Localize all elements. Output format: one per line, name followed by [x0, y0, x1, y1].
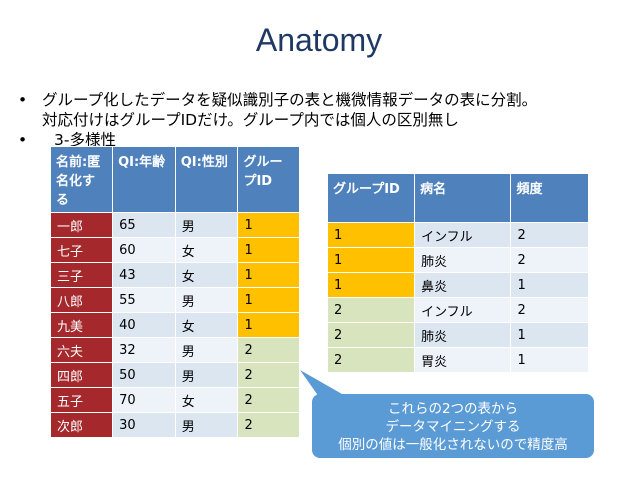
cell-age: 40 [112, 312, 176, 338]
cell-age: 70 [112, 387, 176, 413]
header-group-id: グループID [326, 173, 416, 223]
cell-group-id: 2 [237, 362, 300, 388]
callout-line: データマイニングする [385, 419, 521, 435]
cell-age: 50 [112, 362, 176, 388]
table-header-row: 名前:匿名化する QI:年齢 QI:性別 グループID [49, 146, 300, 213]
table-row: 五子 70 女 2 [49, 387, 300, 413]
table-row: 2 肺炎 1 [326, 322, 589, 348]
cell-name: 七子 [49, 237, 114, 263]
cell-disease: インフル [414, 222, 512, 248]
cell-gender: 男 [174, 212, 239, 238]
cell-group-id: 1 [237, 287, 300, 313]
bullet-item: • グループ化したデータを疑似識別子の表と機微情報データの表に分割。 [18, 90, 628, 110]
bullet-text: グループ化したデータを疑似識別子の表と機微情報データの表に分割。 [42, 91, 538, 109]
bullet-text: 3-多様性 [54, 131, 116, 149]
quasi-identifier-table: 名前:匿名化する QI:年齢 QI:性別 グループID 一郎 65 男 1 七子 60 女 1… [49, 146, 300, 438]
bullet-list: • グループ化したデータを疑似識別子の表と機微情報データの表に分割。 対応付けは… [18, 90, 628, 150]
cell-gender: 女 [174, 237, 239, 263]
table-row: 1 インフル 2 [326, 222, 589, 248]
cell-group-id: 2 [237, 337, 300, 363]
cell-gender: 男 [174, 287, 239, 313]
cell-name: 一郎 [49, 212, 114, 238]
cell-frequency: 1 [510, 322, 589, 348]
cell-name: 次郎 [49, 412, 114, 438]
cell-name: 三子 [49, 262, 114, 288]
bullet-dot-icon: • [18, 91, 28, 109]
cell-frequency: 1 [510, 272, 589, 298]
cell-group-id: 2 [237, 412, 300, 438]
slide-title: Anatomy [255, 22, 383, 58]
cell-disease: 肺炎 [414, 247, 512, 273]
cell-frequency: 1 [510, 347, 589, 373]
cell-name: 八郎 [49, 287, 114, 313]
cell-gender: 男 [174, 362, 239, 388]
cell-disease: 鼻炎 [414, 272, 512, 298]
cell-group-id: 2 [326, 297, 416, 323]
cell-group-id: 2 [237, 387, 300, 413]
cell-name: 五子 [49, 387, 114, 413]
header-frequency: 頻度 [510, 173, 589, 223]
header-disease: 病名 [414, 173, 512, 223]
bullet-continuation: 対応付けはグループIDだけ。グループ内では個人の区別無し [42, 111, 459, 129]
header-age: QI:年齢 [112, 146, 176, 213]
header-group-id: グループID [237, 146, 300, 213]
table-row: 九美 40 女 1 [49, 312, 300, 338]
cell-group-id: 1 [237, 262, 300, 288]
table-row: 1 肺炎 2 [326, 247, 589, 273]
cell-gender: 男 [174, 412, 239, 438]
cell-frequency: 2 [510, 247, 589, 273]
cell-disease: 胃炎 [414, 347, 512, 373]
cell-disease: 肺炎 [414, 322, 512, 348]
cell-disease: インフル [414, 297, 512, 323]
sensitive-data-table: グループID 病名 頻度 1 インフル 2 1 肺炎 2 1 鼻炎 1 2 インフル 2 2 肺炎 1 2 胃炎… [326, 173, 589, 373]
cell-name: 九美 [49, 312, 114, 338]
cell-frequency: 2 [510, 222, 589, 248]
bullet-dot-icon: • [18, 131, 28, 149]
cell-frequency: 2 [510, 297, 589, 323]
bullet-item: • 3-多様性 [18, 130, 628, 150]
table-row: 八郎 55 男 1 [49, 287, 300, 313]
cell-age: 32 [112, 337, 176, 363]
cell-age: 55 [112, 287, 176, 313]
table-row: 四郎 50 男 2 [49, 362, 300, 388]
header-gender: QI:性別 [174, 146, 239, 213]
cell-group-id: 1 [326, 272, 416, 298]
callout-line: 個別の値は一般化されないので精度高 [338, 437, 568, 453]
cell-name: 六夫 [49, 337, 114, 363]
table-row: 七子 60 女 1 [49, 237, 300, 263]
cell-name: 四郎 [49, 362, 114, 388]
table-row: 次郎 30 男 2 [49, 412, 300, 438]
cell-group-id: 1 [326, 247, 416, 273]
table-row: 一郎 65 男 1 [49, 212, 300, 238]
table-row: 2 胃炎 1 [326, 347, 589, 373]
header-name: 名前:匿名化する [49, 146, 114, 213]
callout-box: これらの2つの表から データマイニングする 個別の値は一般化されないので精度高 [312, 394, 594, 458]
cell-age: 30 [112, 412, 176, 438]
callout-line: これらの2つの表から [387, 401, 519, 417]
cell-age: 65 [112, 212, 176, 238]
table-header-row: グループID 病名 頻度 [326, 173, 589, 223]
cell-gender: 女 [174, 387, 239, 413]
cell-gender: 男 [174, 337, 239, 363]
table-row: 1 鼻炎 1 [326, 272, 589, 298]
cell-gender: 女 [174, 262, 239, 288]
cell-group-id: 2 [326, 347, 416, 373]
cell-age: 43 [112, 262, 176, 288]
cell-gender: 女 [174, 312, 239, 338]
cell-group-id: 1 [237, 312, 300, 338]
table-row: 三子 43 女 1 [49, 262, 300, 288]
table-row: 2 インフル 2 [326, 297, 589, 323]
cell-group-id: 2 [326, 322, 416, 348]
cell-group-id: 1 [237, 212, 300, 238]
cell-age: 60 [112, 237, 176, 263]
table-row: 六夫 32 男 2 [49, 337, 300, 363]
cell-group-id: 1 [326, 222, 416, 248]
cell-group-id: 1 [237, 237, 300, 263]
